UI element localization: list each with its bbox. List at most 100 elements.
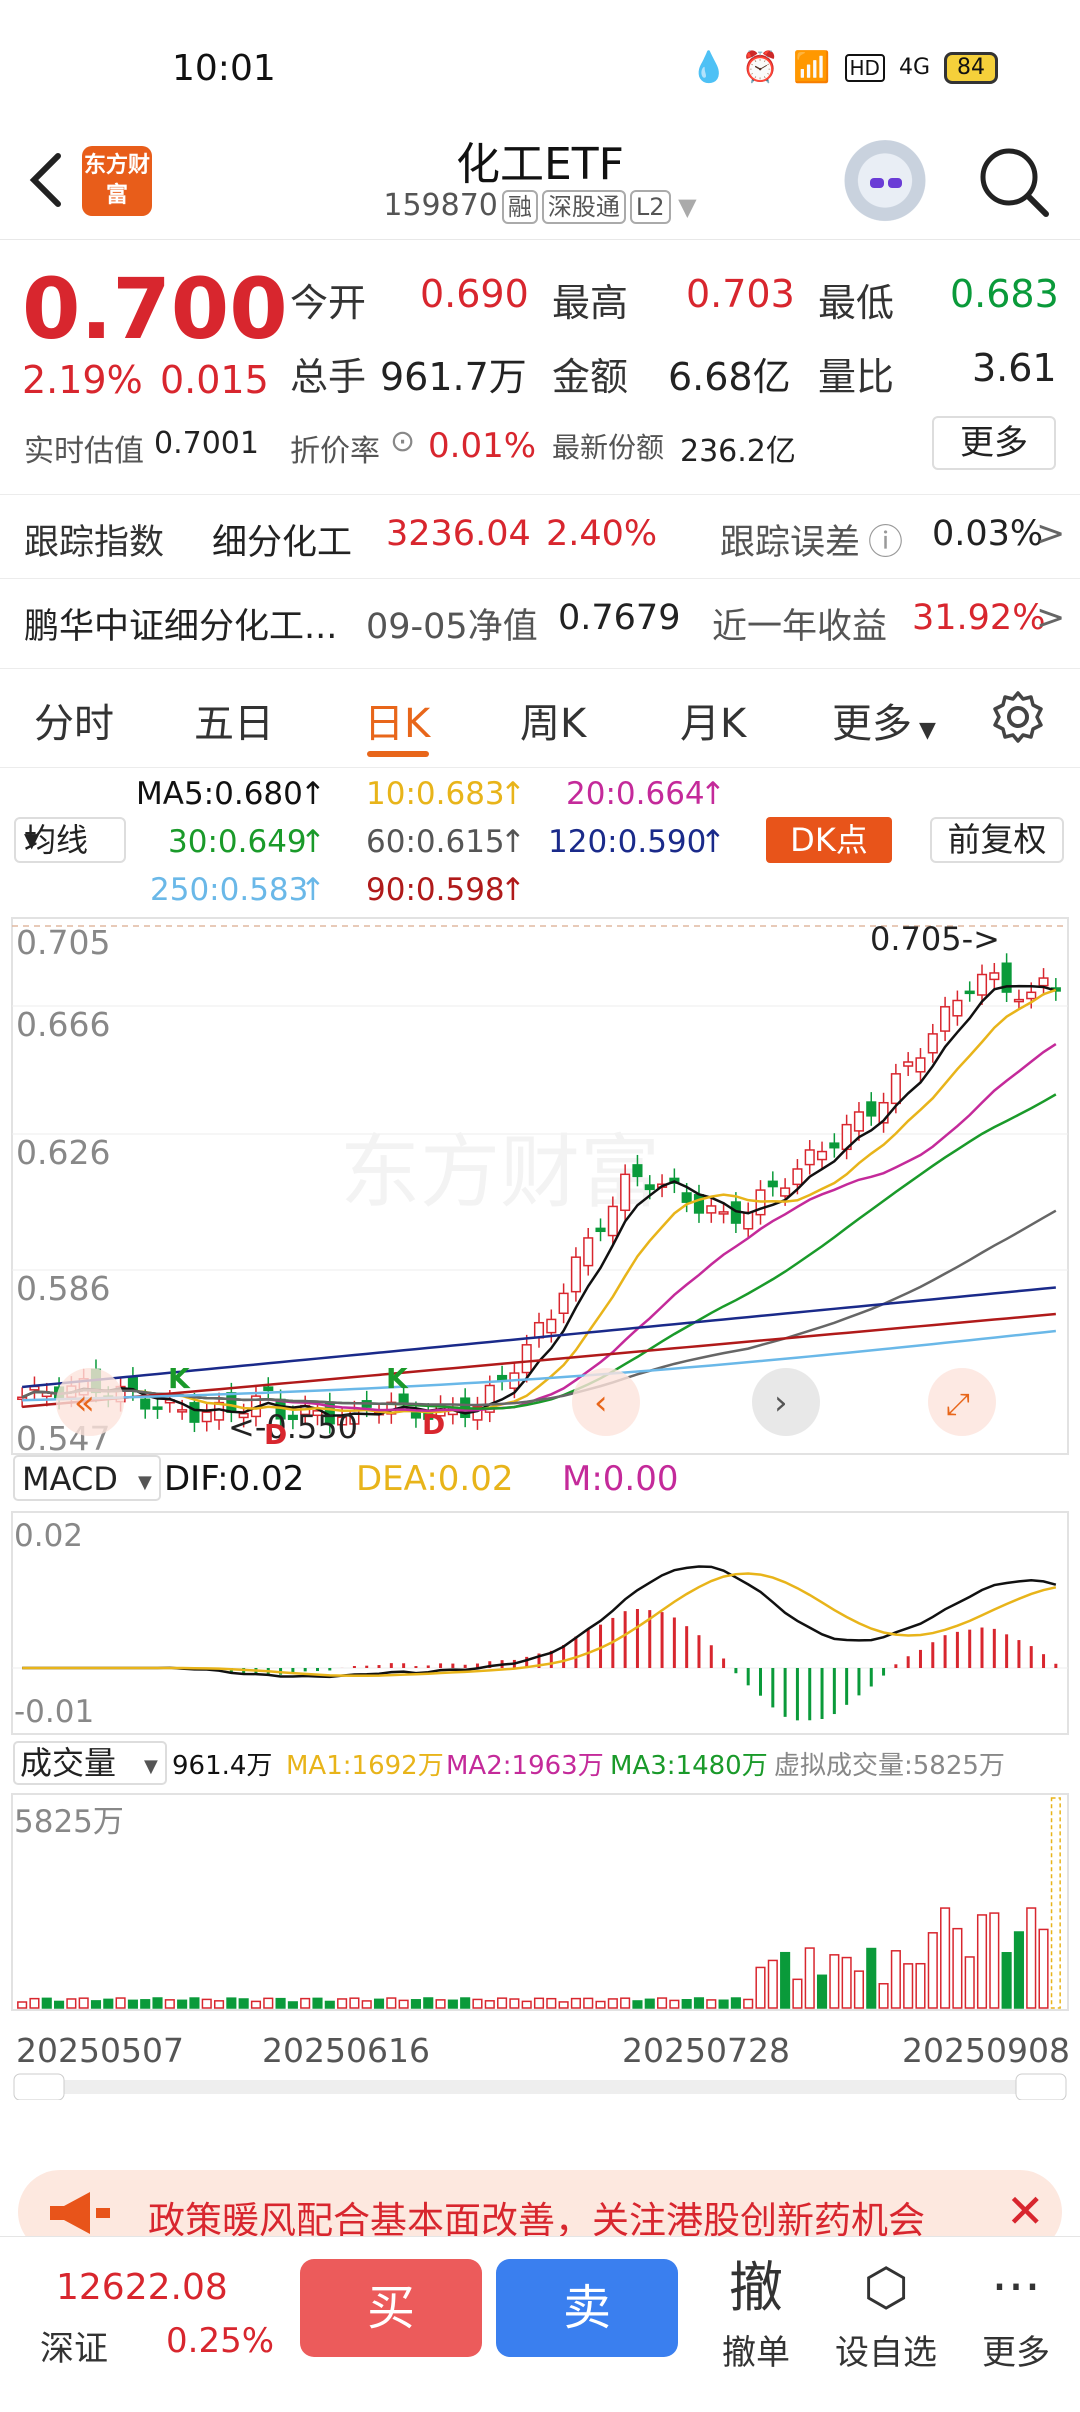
volume-label: 总手: [290, 355, 367, 399]
range-scrollbar[interactable]: [14, 2080, 1066, 2094]
kline-chart[interactable]: 东方财富 0.705 0.666 0.626 0.586 0.547 0.705…: [0, 910, 1080, 2100]
macd-select-label: MACD: [22, 1460, 118, 1498]
volume-bar: [558, 2001, 569, 2009]
candle-body: [287, 1414, 298, 1421]
shares-label: 最新份额: [552, 431, 665, 464]
ma90-label: 90:0.598: [366, 872, 505, 908]
volume-bar: [890, 1950, 901, 2009]
low-value: 0.683: [950, 272, 1059, 316]
candle-body: [140, 1398, 151, 1410]
app-logo[interactable]: 东方财富: [82, 146, 152, 216]
volume-bar: [989, 1912, 1000, 2009]
tab-monthly-k[interactable]: 月K: [680, 701, 747, 747]
volume-bar: [460, 1997, 471, 2009]
candle-body: [607, 1205, 618, 1237]
arrow-up-icon: ↑: [700, 824, 726, 860]
macd-panel-frame: [11, 1511, 1069, 1735]
range-handle-right[interactable]: [1015, 2073, 1067, 2100]
volume-bar: [804, 1947, 815, 2009]
index-name: 深证: [40, 2329, 108, 2369]
divider: [0, 578, 1080, 579]
dk-point-button[interactable]: DK点: [766, 817, 892, 863]
candle-body: [533, 1321, 545, 1339]
back-icon[interactable]: [22, 148, 72, 212]
add-watchlist-label: 设自选: [835, 2333, 937, 2373]
volume-bar: [361, 2000, 372, 2009]
macd-y-tick: 0.02: [14, 1518, 83, 1554]
hd-badge: HD: [844, 53, 885, 82]
assistant-avatar[interactable]: [840, 140, 930, 230]
candle-body: [1026, 991, 1037, 1000]
dots-info-icon[interactable]: ⊙: [390, 424, 416, 459]
chevron-left-icon: ‹: [594, 1383, 608, 1423]
cancel-order-button[interactable]: 撤 撤单: [696, 2251, 816, 2374]
y-tick-label: 0.705: [16, 923, 110, 962]
status-bar: 10:01 💧 ⏰ 📶 HD 4G 84: [0, 0, 1080, 130]
fund-row[interactable]: 鹏华中证细分化工... 09-05净值 0.7679 近一年收益 31.92% …: [0, 578, 1080, 662]
volume-bar: [250, 2000, 262, 2009]
macd-dif-label: DIF:0.02: [164, 1459, 304, 1499]
adjust-button[interactable]: 前复权: [930, 817, 1064, 863]
low-label: 最低: [818, 281, 895, 325]
ratio-value: 3.61: [972, 346, 1057, 390]
add-watchlist-button[interactable]: ⬡ 设自选: [826, 2251, 946, 2374]
tracking-row[interactable]: 跟踪指数 细分化工 3236.04 2.40% 跟踪误差 ⓘ 0.03% >: [0, 494, 1080, 578]
candle-body: [743, 1211, 754, 1230]
quote-more-button[interactable]: 更多: [932, 416, 1056, 470]
x-tick-label: 20250728: [622, 2031, 790, 2070]
ma5-label: MA5:0.680: [136, 776, 303, 812]
volume-bar: [780, 1951, 791, 2009]
volume-select[interactable]: [13, 1741, 167, 1785]
index-value[interactable]: 12622.08: [56, 2267, 228, 2308]
tag-level2[interactable]: L2: [629, 190, 671, 224]
hexagon-icon: ⬡: [863, 2258, 909, 2318]
volume-value: 961.7万: [380, 355, 527, 399]
gear-icon[interactable]: [990, 689, 1046, 745]
buy-button[interactable]: 买: [300, 2259, 482, 2357]
tab-more[interactable]: 更多 ▼: [832, 701, 936, 747]
volume-bar: [447, 1999, 458, 2009]
help-icon[interactable]: ⓘ: [868, 523, 904, 563]
fund-nav-value: 0.7679: [558, 598, 681, 638]
volume-bar: [324, 2000, 335, 2009]
volume-bar: [706, 1999, 717, 2009]
volume-bar: [238, 1998, 249, 2009]
change-percent: 2.19%: [22, 358, 143, 402]
min-price-label: <-0.550: [228, 1408, 358, 1446]
cancel-order-label: 撤单: [722, 2333, 790, 2373]
ma-select[interactable]: 均线 ▼: [14, 817, 126, 863]
range-handle-left[interactable]: [13, 2073, 65, 2100]
zoom-out-button[interactable]: [56, 1368, 124, 1436]
candle-body: [484, 1384, 495, 1413]
volume-bar: [755, 1966, 766, 2009]
scroll-left-button[interactable]: [572, 1368, 640, 1436]
kline-svg[interactable]: 东方财富 0.705 0.666 0.626 0.586 0.547 0.705…: [0, 910, 1080, 2100]
estimate-value: 0.7001: [154, 426, 259, 461]
scroll-right-button[interactable]: [752, 1368, 820, 1436]
volume-bar: [607, 1998, 618, 2009]
x-tick-label: 20250507: [16, 2031, 184, 2070]
fullscreen-button[interactable]: [928, 1368, 996, 1436]
more-button[interactable]: ··· 更多: [956, 2251, 1076, 2374]
candle-body: [570, 1256, 581, 1293]
tab-daily-k[interactable]: 日K: [364, 701, 431, 747]
search-icon[interactable]: [976, 144, 1052, 220]
tab-weekly-k[interactable]: 周K: [520, 701, 587, 747]
dropdown-icon[interactable]: ▼: [670, 193, 697, 221]
tab-five-day[interactable]: 五日: [194, 701, 274, 747]
arrow-up-icon: ↑: [300, 824, 326, 860]
arrow-up-icon: ↑: [500, 872, 526, 908]
tab-intraday[interactable]: 分时: [34, 701, 114, 747]
ma20-label: 20:0.664: [566, 776, 705, 812]
candle-body: [767, 1180, 778, 1188]
macd-select[interactable]: [13, 1455, 161, 1501]
sell-button[interactable]: 卖: [496, 2259, 678, 2357]
volume-bar: [693, 1997, 705, 2009]
ma10-label: 10:0.683: [366, 776, 505, 812]
k-marker: K: [168, 1362, 191, 1395]
volume-bar: [866, 1947, 877, 2009]
candle-body: [189, 1402, 200, 1423]
tag-margin: 融: [501, 190, 538, 224]
nav-bar: 东方财富 化工ETF 159870 融深股通 L2 ▼: [0, 120, 1080, 240]
close-icon[interactable]: ✕: [1006, 2184, 1045, 2238]
